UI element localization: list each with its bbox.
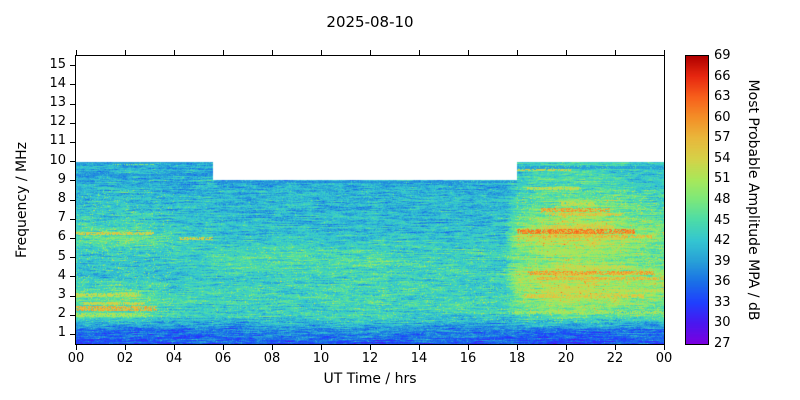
- x-tick-mark-bottom: [173, 345, 175, 350]
- y-tick-label: 13: [49, 95, 66, 110]
- y-tick-label: 15: [49, 56, 66, 72]
- x-tick-label: 06: [214, 351, 232, 366]
- colorbar-tick-label: 69: [714, 48, 731, 63]
- x-tick-mark-bottom: [516, 345, 518, 350]
- x-tick-mark-bottom: [320, 345, 322, 350]
- x-tick-mark-bottom: [124, 345, 126, 350]
- x-tick-mark-top: [222, 50, 224, 55]
- colorbar-tick-label: 30: [714, 315, 731, 331]
- x-tick-label: 16: [459, 351, 477, 366]
- y-tick-mark: [70, 141, 75, 143]
- colorbar-tick-label: 39: [714, 253, 731, 269]
- colorbar-tick-label: 51: [714, 171, 731, 187]
- x-tick-label: 04: [165, 351, 183, 366]
- x-tick-mark-bottom: [271, 345, 273, 350]
- y-tick-label: 12: [49, 114, 66, 130]
- y-tick-label: 8: [57, 191, 66, 206]
- x-tick-mark-top: [516, 50, 518, 55]
- y-tick-label: 4: [57, 267, 66, 283]
- y-tick-mark: [70, 333, 75, 335]
- y-tick-mark: [70, 218, 75, 220]
- colorbar-tick-label: 36: [714, 274, 731, 290]
- chart-title: 2025-08-10: [326, 13, 414, 31]
- x-tick-mark-top: [565, 50, 567, 55]
- x-tick-mark-bottom: [467, 345, 469, 350]
- x-tick-mark-top: [173, 50, 175, 55]
- x-tick-label: 20: [557, 351, 575, 366]
- x-tick-mark-top: [320, 50, 322, 55]
- y-tick-mark: [70, 180, 75, 182]
- x-tick-mark-top: [663, 50, 665, 55]
- x-tick-label: 14: [410, 351, 428, 366]
- y-tick-label: 7: [57, 210, 66, 226]
- colorbar-tick-label: 60: [714, 109, 731, 125]
- x-axis-label: UT Time / hrs: [323, 371, 417, 387]
- y-tick-mark: [70, 103, 75, 105]
- x-tick-label: 22: [606, 351, 624, 366]
- heatmap-canvas: [76, 56, 664, 344]
- y-axis-label: Frequency / MHz: [14, 142, 30, 258]
- colorbar-canvas: [686, 56, 708, 344]
- colorbar-tick-label: 27: [714, 336, 731, 351]
- x-tick-mark-top: [75, 50, 77, 55]
- y-tick-label: 9: [57, 171, 66, 187]
- y-tick-label: 6: [57, 229, 66, 245]
- x-tick-mark-bottom: [663, 345, 665, 350]
- x-tick-mark-bottom: [222, 345, 224, 350]
- y-tick-mark: [70, 65, 75, 67]
- x-tick-mark-bottom: [75, 345, 77, 350]
- colorbar-tick-label: 48: [714, 192, 731, 207]
- x-tick-mark-top: [369, 50, 371, 55]
- x-tick-mark-top: [614, 50, 616, 55]
- x-tick-label: 00: [67, 351, 85, 366]
- x-tick-mark-top: [271, 50, 273, 55]
- x-tick-label: 12: [361, 351, 379, 366]
- x-tick-label: 10: [312, 351, 330, 366]
- x-tick-mark-top: [418, 50, 420, 55]
- x-tick-label: 02: [116, 351, 134, 366]
- y-tick-mark: [70, 199, 75, 201]
- x-tick-mark-bottom: [418, 345, 420, 350]
- y-tick-mark: [70, 122, 75, 124]
- y-tick-mark: [70, 314, 75, 316]
- x-tick-label: 18: [508, 351, 526, 366]
- y-tick-label: 5: [57, 248, 66, 264]
- y-tick-label: 14: [49, 75, 66, 91]
- x-tick-mark-bottom: [614, 345, 616, 350]
- y-tick-label: 11: [49, 133, 66, 149]
- x-tick-mark-bottom: [369, 345, 371, 350]
- colorbar-tick-label: 57: [714, 130, 731, 146]
- y-tick-mark: [70, 84, 75, 86]
- y-tick-mark: [70, 161, 75, 163]
- colorbar-tick-label: 66: [714, 68, 731, 84]
- y-tick-label: 3: [57, 287, 66, 302]
- y-tick-label: 10: [49, 152, 66, 168]
- y-tick-mark: [70, 295, 75, 297]
- plot-area: [75, 55, 665, 345]
- y-tick-mark: [70, 237, 75, 239]
- y-tick-label: 2: [57, 306, 66, 322]
- x-tick-mark-top: [124, 50, 126, 55]
- colorbar-tick-label: 54: [714, 150, 731, 166]
- colorbar-tick-label: 45: [714, 212, 731, 228]
- x-tick-mark-top: [467, 50, 469, 55]
- x-tick-label: 00: [655, 351, 673, 366]
- y-tick-label: 1: [57, 325, 66, 341]
- colorbar-tick-label: 42: [714, 233, 731, 249]
- x-tick-label: 08: [263, 351, 281, 366]
- y-tick-mark: [70, 276, 75, 278]
- colorbar-tick-label: 63: [714, 89, 731, 105]
- colorbar-tick-label: 33: [714, 294, 731, 310]
- colorbar: [685, 55, 709, 345]
- x-tick-mark-bottom: [565, 345, 567, 350]
- colorbar-label: Most Probable Amplitude MPA / dB: [745, 79, 761, 321]
- y-tick-mark: [70, 257, 75, 259]
